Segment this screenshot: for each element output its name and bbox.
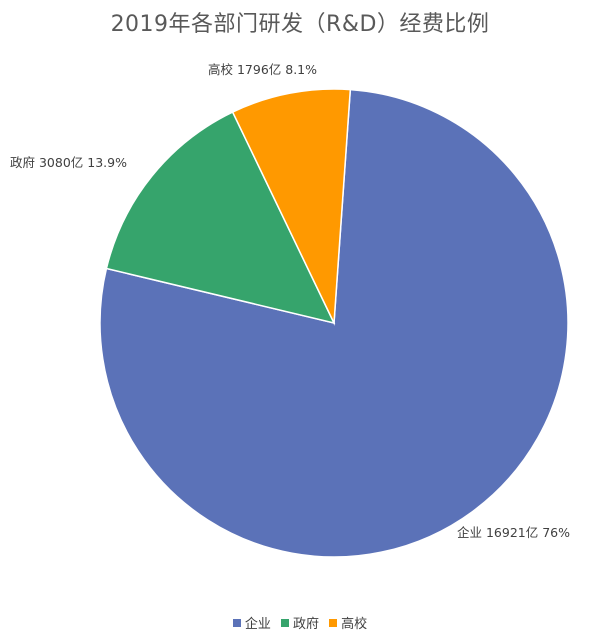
legend: 企业 政府 高校 — [0, 613, 600, 632]
legend-item-government[interactable]: 政府 — [280, 613, 319, 632]
legend-label-university: 高校 — [341, 617, 368, 632]
legend-item-enterprise[interactable]: 企业 — [232, 613, 271, 632]
slice-label-enterprise: 企业 16921亿 76% — [457, 525, 570, 540]
legend-swatch-university — [329, 619, 338, 627]
legend-swatch-government — [280, 619, 289, 627]
legend-item-university[interactable]: 高校 — [329, 613, 367, 632]
legend-swatch-enterprise — [232, 619, 241, 627]
pie-slice-government[interactable] — [105, 111, 336, 325]
chart-title: 2019年各部门研发（R&D）经费比例 — [110, 12, 490, 37]
legend-label-government: 政府 — [292, 617, 319, 632]
slice-label-university: 高校 1796亿 8.1% — [208, 62, 317, 77]
legend-label-enterprise: 企业 — [244, 617, 271, 632]
pie-slices — [99, 88, 569, 558]
slice-label-government: 政府 3080亿 13.9% — [10, 155, 127, 170]
slice-labels: 企业 16921亿 76% 政府 3080亿 13.9% 高校 1796亿 8.… — [10, 62, 570, 540]
pie-slice-university[interactable] — [231, 88, 352, 326]
